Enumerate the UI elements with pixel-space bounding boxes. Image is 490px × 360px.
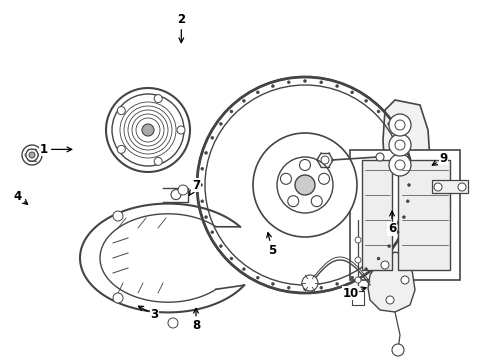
Circle shape (351, 276, 354, 279)
Circle shape (197, 77, 413, 293)
Circle shape (365, 267, 368, 271)
Circle shape (29, 152, 35, 158)
Circle shape (256, 91, 259, 94)
Circle shape (392, 344, 404, 356)
Circle shape (303, 288, 307, 291)
Circle shape (253, 133, 357, 237)
Circle shape (355, 237, 361, 243)
Circle shape (302, 275, 318, 291)
Circle shape (406, 200, 409, 203)
Polygon shape (362, 160, 392, 270)
Circle shape (178, 185, 188, 195)
Circle shape (299, 159, 311, 171)
Circle shape (280, 173, 292, 184)
Circle shape (211, 231, 214, 234)
Circle shape (230, 257, 233, 260)
Circle shape (336, 282, 339, 285)
Circle shape (389, 154, 411, 176)
Circle shape (389, 114, 411, 136)
Circle shape (26, 149, 38, 161)
Circle shape (408, 184, 411, 186)
Circle shape (112, 94, 184, 166)
Circle shape (377, 257, 380, 260)
Circle shape (211, 136, 214, 139)
Circle shape (243, 267, 245, 271)
Circle shape (287, 81, 290, 84)
Text: 4: 4 (14, 190, 27, 204)
Circle shape (388, 122, 391, 125)
Circle shape (277, 157, 333, 213)
Circle shape (288, 196, 299, 207)
Text: 2: 2 (177, 13, 185, 42)
Text: 8: 8 (192, 309, 200, 332)
Circle shape (458, 183, 466, 191)
Circle shape (434, 183, 442, 191)
Circle shape (271, 85, 274, 87)
Circle shape (355, 257, 361, 263)
Circle shape (402, 151, 405, 154)
Bar (350, 150, 460, 280)
Circle shape (388, 245, 391, 248)
Circle shape (220, 245, 222, 248)
Circle shape (395, 160, 405, 170)
Circle shape (396, 136, 399, 139)
Circle shape (365, 99, 368, 102)
Circle shape (22, 145, 42, 165)
Polygon shape (383, 100, 430, 190)
Circle shape (287, 286, 290, 289)
Circle shape (256, 276, 259, 279)
Circle shape (351, 91, 354, 94)
Circle shape (318, 173, 329, 184)
Polygon shape (398, 160, 450, 270)
Circle shape (230, 110, 233, 113)
Circle shape (376, 153, 384, 161)
Circle shape (205, 216, 208, 219)
Text: 7: 7 (189, 179, 200, 195)
Circle shape (117, 145, 125, 153)
Circle shape (243, 99, 245, 102)
Circle shape (395, 140, 405, 150)
Circle shape (381, 261, 389, 269)
Circle shape (311, 196, 322, 207)
Circle shape (386, 296, 394, 304)
Circle shape (336, 85, 339, 87)
Circle shape (395, 120, 405, 130)
Circle shape (396, 231, 399, 234)
Circle shape (201, 167, 204, 170)
Circle shape (271, 282, 274, 285)
Circle shape (401, 276, 409, 284)
Circle shape (177, 126, 185, 134)
Circle shape (113, 293, 123, 303)
Text: 10: 10 (342, 287, 366, 300)
Circle shape (106, 88, 190, 172)
Circle shape (117, 107, 125, 114)
Text: 5: 5 (267, 233, 276, 257)
Polygon shape (368, 252, 415, 312)
Circle shape (303, 80, 307, 82)
Circle shape (171, 190, 181, 199)
Text: 6: 6 (388, 211, 396, 235)
Circle shape (321, 156, 329, 164)
Text: 1: 1 (40, 143, 72, 156)
Circle shape (320, 286, 323, 289)
Circle shape (320, 81, 323, 84)
Circle shape (220, 122, 222, 125)
Polygon shape (432, 180, 468, 193)
Circle shape (402, 216, 405, 219)
Text: 3: 3 (138, 306, 158, 321)
Circle shape (406, 167, 409, 170)
Circle shape (295, 175, 315, 195)
Circle shape (355, 277, 361, 283)
Circle shape (168, 318, 178, 328)
Circle shape (389, 134, 411, 156)
Circle shape (199, 184, 202, 186)
Circle shape (154, 157, 162, 165)
Text: 9: 9 (432, 152, 447, 165)
Circle shape (205, 151, 208, 154)
Circle shape (377, 110, 380, 113)
Circle shape (154, 95, 162, 103)
Circle shape (113, 211, 123, 221)
Circle shape (201, 200, 204, 203)
Circle shape (142, 124, 154, 136)
